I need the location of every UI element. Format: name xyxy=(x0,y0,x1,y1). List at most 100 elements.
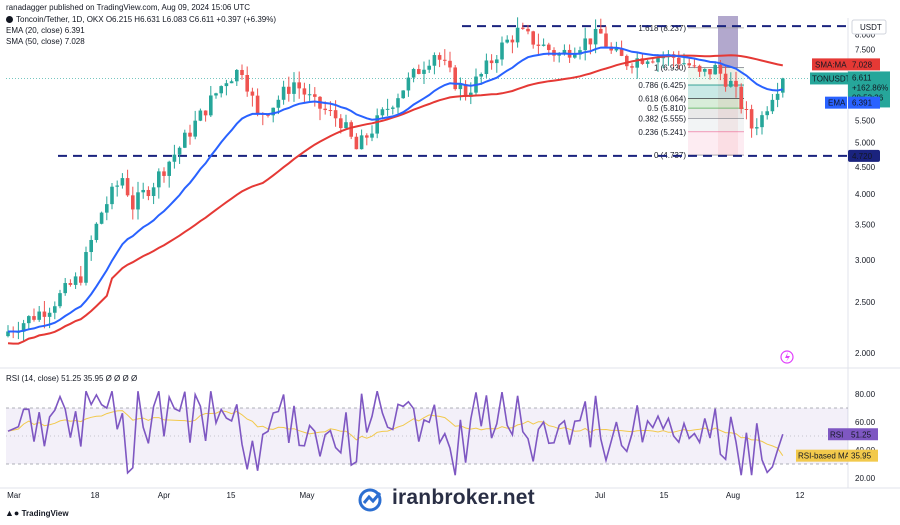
candle-body xyxy=(287,86,291,94)
price-tick-label: 2.500 xyxy=(855,298,876,307)
candle-body xyxy=(531,31,535,45)
candle-body xyxy=(417,69,421,74)
candle-body xyxy=(760,115,764,128)
candle-body xyxy=(58,293,62,307)
candle-body xyxy=(281,86,286,100)
rsi-ma-line xyxy=(7,410,784,456)
candle-body xyxy=(744,109,749,111)
ema-badge-box xyxy=(825,96,847,109)
candle-body xyxy=(323,108,327,111)
candle-body xyxy=(599,28,603,34)
candle-body xyxy=(240,69,244,75)
candle-body xyxy=(484,60,489,75)
candle-body xyxy=(245,74,249,92)
candle-body xyxy=(125,178,130,196)
candle-body xyxy=(255,95,260,114)
candle-body xyxy=(469,92,473,97)
level-badge xyxy=(848,149,880,162)
rsi-ma-badge-box xyxy=(796,449,848,462)
candle-body xyxy=(578,50,582,55)
symbol-logo-icon xyxy=(6,16,13,23)
candle-body xyxy=(339,118,343,129)
candle-body xyxy=(209,95,213,116)
level-badge-label: 4.720 xyxy=(852,152,873,161)
candle-body xyxy=(224,83,229,87)
candle-body xyxy=(79,276,83,283)
rsi-legend[interactable]: RSI (14, close) 51.25 35.95 Ø Ø Ø Ø xyxy=(6,374,138,383)
candle-body xyxy=(749,109,754,129)
candle-body xyxy=(463,84,468,97)
rsi-value-box xyxy=(848,428,878,441)
price-tick-label: 2.000 xyxy=(855,349,876,358)
fib-band xyxy=(688,131,744,156)
price-tick-label: 4.500 xyxy=(855,163,876,172)
candle-body xyxy=(172,154,177,162)
sma-legend[interactable]: SMA (50, close) 7.028 xyxy=(6,37,85,46)
time-tick-label: Aug xyxy=(726,491,740,500)
candle-body xyxy=(536,44,541,46)
ema-legend[interactable]: EMA (20, close) 6.391 xyxy=(6,26,85,35)
candle-body xyxy=(640,58,645,64)
candle-body xyxy=(781,78,785,93)
fib-band xyxy=(688,85,744,99)
price-tick-label: 3.000 xyxy=(855,256,876,265)
tradingview-label: TradingView xyxy=(21,509,69,518)
candle-body xyxy=(588,38,593,45)
candle-body xyxy=(27,316,31,324)
candle-body xyxy=(99,212,104,224)
candle-body xyxy=(583,38,587,51)
fib-label: 0.618 (6.064) xyxy=(638,94,686,103)
candle-body xyxy=(593,28,598,45)
candle-body xyxy=(344,122,348,129)
time-tick-label: 12 xyxy=(796,491,805,500)
time-tick-label: May xyxy=(299,491,314,500)
candle-body xyxy=(656,57,660,63)
currency-box xyxy=(851,19,887,35)
candle-body xyxy=(63,283,67,294)
candle-body xyxy=(458,84,463,90)
sma-badge-box xyxy=(812,58,848,71)
ema-badge-name: EMA xyxy=(828,99,846,108)
candle-body xyxy=(157,171,161,188)
tradingview-logo[interactable]: ▲● TradingView xyxy=(5,508,69,518)
candle-body xyxy=(625,55,629,67)
fib-band xyxy=(688,118,744,132)
candle-body xyxy=(703,68,707,72)
price-tick-label: 4.000 xyxy=(855,190,876,199)
candle-body xyxy=(630,66,634,68)
candle-body xyxy=(411,69,416,78)
replay-lightning-icon xyxy=(780,350,794,364)
candle-body xyxy=(333,110,338,119)
candle-body xyxy=(614,48,619,51)
candle-body xyxy=(651,61,655,63)
watermark: iranbroker.net xyxy=(392,486,535,509)
candle-body xyxy=(151,187,156,197)
candle-body xyxy=(661,57,665,59)
currency-label: USDT xyxy=(860,23,882,32)
candle-body xyxy=(349,122,353,137)
candle-body xyxy=(68,283,73,285)
candle-body xyxy=(505,39,509,43)
price-tick-label: 7.500 xyxy=(855,45,876,54)
rsi-badge-value: 51.25 xyxy=(851,430,872,439)
tv-icon: ▲● xyxy=(5,508,20,518)
rsi-badge-name: RSI xyxy=(830,430,843,439)
time-tick-label: 15 xyxy=(660,491,669,500)
candle-body xyxy=(521,27,525,29)
rsi-line xyxy=(7,390,784,476)
candle-body xyxy=(146,189,151,197)
candle-body xyxy=(510,39,515,43)
highlight-blue-zone xyxy=(718,16,738,68)
candle-body xyxy=(489,60,494,64)
candle-body xyxy=(115,185,119,187)
candle-body xyxy=(775,93,780,100)
candle-body xyxy=(365,135,369,138)
publisher-line: ranadagger published on TradingView.com,… xyxy=(6,3,251,12)
candle-body xyxy=(391,107,395,109)
candle-body xyxy=(619,48,624,56)
candle-body xyxy=(385,108,390,110)
candle-body xyxy=(73,276,78,285)
candle-body xyxy=(541,44,546,46)
ema-value-box xyxy=(848,96,880,109)
